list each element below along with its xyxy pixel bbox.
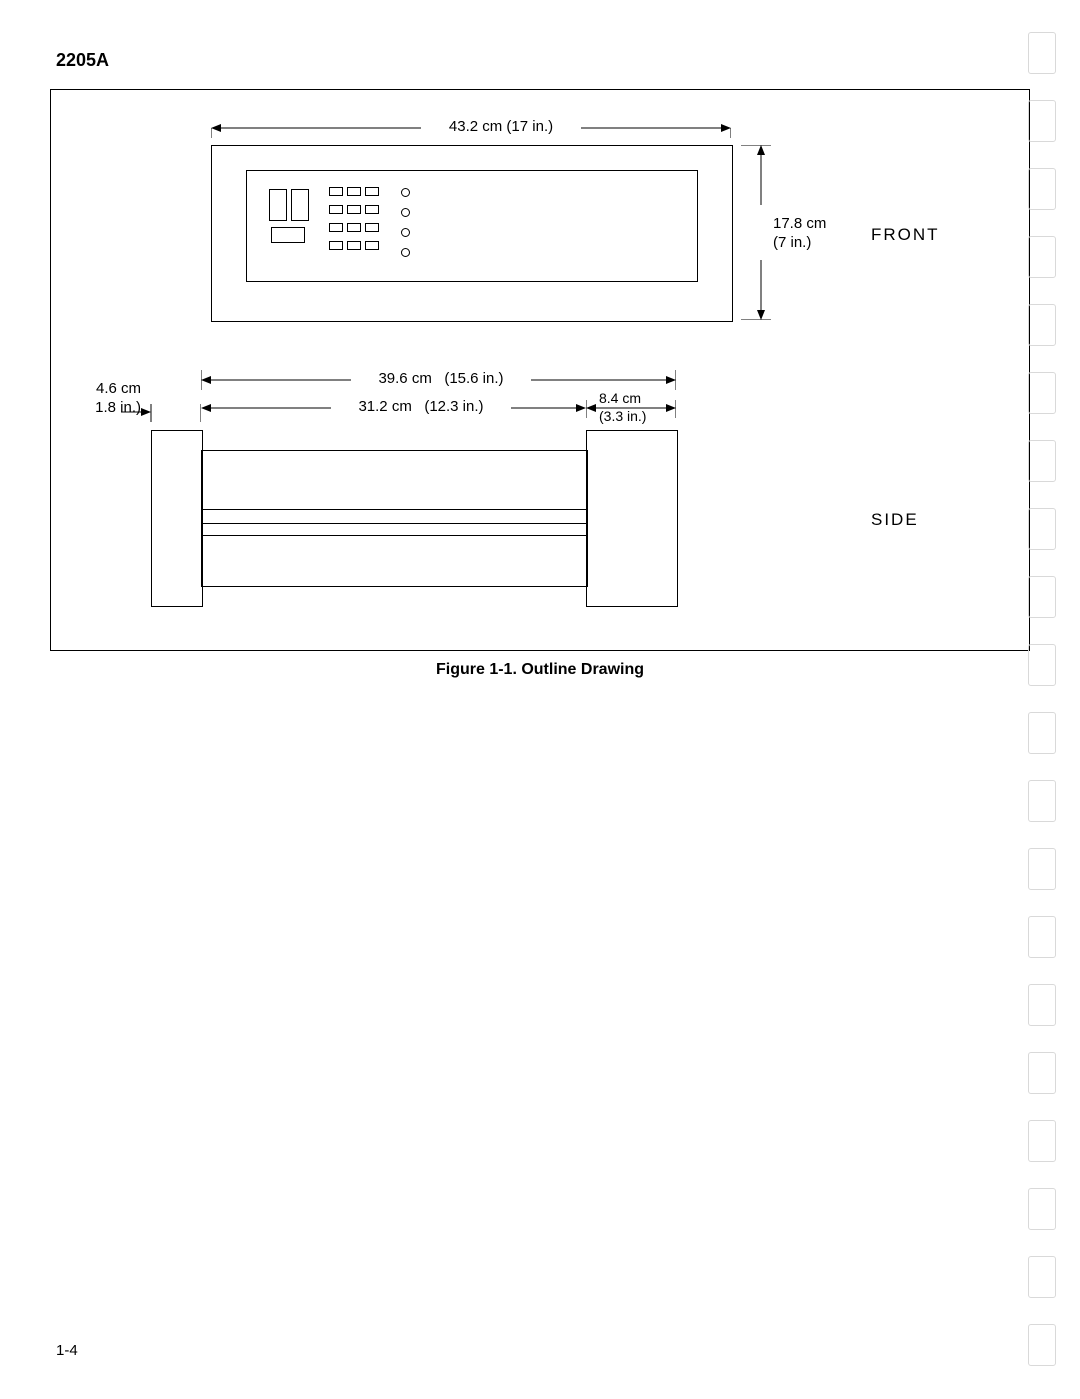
binder-mark — [1028, 644, 1056, 686]
dim-front-height-text: 17.8 cm (7 in.) — [773, 215, 853, 253]
binder-mark — [1028, 984, 1056, 1026]
indicator-column — [397, 185, 413, 265]
binder-mark — [1028, 1188, 1056, 1230]
ctrl-display — [269, 189, 287, 221]
ctrl-small — [271, 227, 305, 243]
binder-mark — [1028, 1256, 1056, 1298]
binder-mark — [1028, 32, 1056, 74]
binder-mark — [1028, 780, 1056, 822]
binder-mark — [1028, 372, 1056, 414]
keypad-block — [327, 185, 387, 257]
dim-side-overall-text: 39.6 cm (15.6 in.) — [351, 370, 531, 389]
binder-mark — [1028, 236, 1056, 278]
figure-frame: 43.2 cm (17 in.) 17.8 cm (7 in.) FRONT — [50, 89, 1030, 651]
side-body — [201, 450, 588, 587]
doc-model-number: 2205A — [56, 50, 1030, 71]
binder-mark — [1028, 848, 1056, 890]
binder-mark — [1028, 1120, 1056, 1162]
dim-side-bezel-line — [121, 402, 201, 422]
dim-side-body-text: 31.2 cm (12.3 in.) — [331, 398, 511, 417]
side-rear — [586, 430, 678, 607]
front-inner — [246, 170, 698, 282]
figure-caption: Figure 1-1. Outline Drawing — [50, 661, 1030, 679]
front-view-label: FRONT — [871, 225, 940, 245]
ctrl-display-2 — [291, 189, 309, 221]
page: 2205A — [0, 0, 1080, 1399]
binder-mark — [1028, 440, 1056, 482]
binder-mark — [1028, 712, 1056, 754]
binder-mark — [1028, 1324, 1056, 1366]
binder-mark — [1028, 100, 1056, 142]
binder-mark — [1028, 916, 1056, 958]
dim-side-rear-text: 8.4 cm (3.3 in.) — [599, 390, 679, 425]
binder-mark — [1028, 1052, 1056, 1094]
binder-edge-marks — [1028, 32, 1056, 1366]
binder-mark — [1028, 168, 1056, 210]
binder-mark — [1028, 304, 1056, 346]
side-bezel — [151, 430, 203, 607]
binder-mark — [1028, 576, 1056, 618]
dim-front-width-text: 43.2 cm (17 in.) — [421, 118, 581, 137]
binder-mark — [1028, 508, 1056, 550]
page-number: 1-4 — [56, 1342, 78, 1359]
side-view-label: SIDE — [871, 510, 919, 530]
